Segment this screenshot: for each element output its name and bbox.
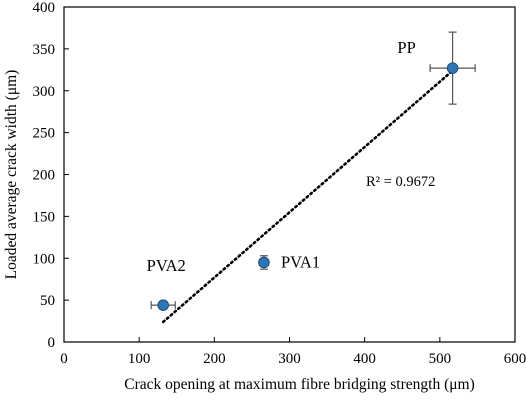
trendline-group bbox=[161, 69, 454, 324]
y-tick-label: 300 bbox=[33, 84, 56, 100]
y-tick-label: 100 bbox=[33, 251, 56, 267]
x-tick-label: 600 bbox=[504, 351, 526, 367]
y-tick-label: 400 bbox=[33, 0, 56, 16]
x-tick-label: 500 bbox=[429, 351, 452, 367]
marker-point bbox=[446, 62, 459, 74]
x-axis-ticks: 0 100 200 300 400 500 600 bbox=[60, 337, 526, 367]
plot-frame bbox=[63, 6, 516, 343]
y-axis-title: Loaded average crack width (μm) bbox=[3, 70, 20, 280]
r-squared-label: R² = 0.9672 bbox=[366, 174, 435, 190]
trendline bbox=[161, 69, 454, 324]
marker-point bbox=[157, 299, 170, 311]
x-tick-label: 300 bbox=[278, 351, 301, 367]
point-label: PVA1 bbox=[281, 252, 320, 271]
x-axis-title: Crack opening at maximum fibre bridging … bbox=[124, 376, 475, 393]
x-tick-label: 400 bbox=[353, 351, 376, 367]
x-tick-label: 0 bbox=[60, 351, 68, 367]
data-points: PP PVA1 PVA2 bbox=[147, 31, 476, 311]
y-tick-label: 50 bbox=[40, 293, 55, 309]
y-axis-ticks: 0 50 100 150 200 250 300 350 400 bbox=[33, 0, 69, 351]
point-label: PVA2 bbox=[147, 256, 186, 275]
y-tick-label: 150 bbox=[33, 209, 56, 225]
data-point-pva1: PVA1 bbox=[258, 252, 320, 271]
x-tick-label: 200 bbox=[203, 351, 226, 367]
data-point-pva2: PVA2 bbox=[147, 256, 186, 311]
data-point-pp: PP bbox=[397, 31, 476, 105]
y-tick-label: 250 bbox=[33, 126, 56, 142]
x-tick-label: 100 bbox=[128, 351, 151, 367]
y-tick-label: 200 bbox=[33, 168, 56, 184]
marker-point bbox=[258, 256, 270, 269]
axes bbox=[63, 6, 516, 343]
y-tick-label: 0 bbox=[48, 335, 56, 351]
point-label: PP bbox=[397, 38, 415, 57]
y-tick-label: 350 bbox=[33, 42, 56, 58]
